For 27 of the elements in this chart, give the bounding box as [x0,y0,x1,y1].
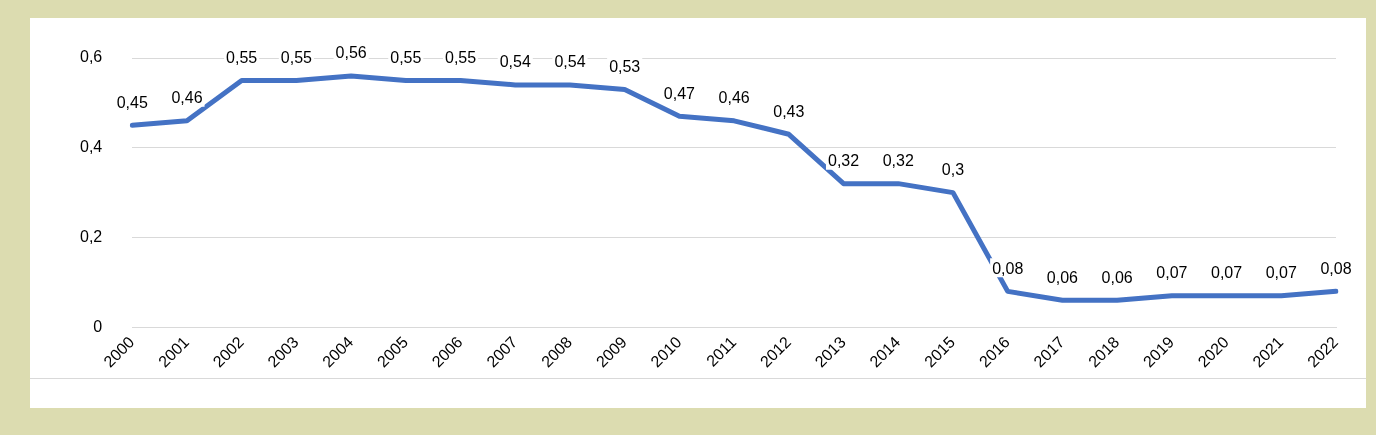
y-tick-label: 0,6 [79,48,103,66]
data-label: 0,46 [171,89,203,107]
y-tick-label: 0,2 [79,227,103,245]
data-label: 0,54 [499,53,531,71]
data-label: 0,55 [390,48,422,66]
data-label: 0,43 [773,102,805,120]
data-label: 0,46 [718,89,750,107]
data-label: 0,53 [609,57,641,75]
y-tick-label: 0,4 [79,138,103,156]
data-label: 0,45 [116,93,148,111]
data-label: 0,07 [1211,264,1243,282]
data-label: 0,06 [1101,268,1133,286]
data-label: 0,08 [992,259,1024,277]
data-label: 0,55 [226,48,258,66]
data-label: 0,55 [444,48,477,66]
data-label: 0,32 [882,152,914,170]
data-label: 0,55 [280,48,313,66]
data-label: 0,3 [941,161,965,179]
y-tick-label: 0 [93,317,103,335]
data-label: 0,08 [1320,259,1352,277]
data-label: 0,06 [1046,268,1079,286]
data-label: 0,56 [335,44,367,62]
data-label: 0,07 [1156,264,1188,282]
data-label: 0,07 [1265,264,1297,282]
data-label: 0,54 [554,53,586,71]
data-label: 0,47 [663,84,696,102]
data-label: 0,32 [827,152,860,170]
